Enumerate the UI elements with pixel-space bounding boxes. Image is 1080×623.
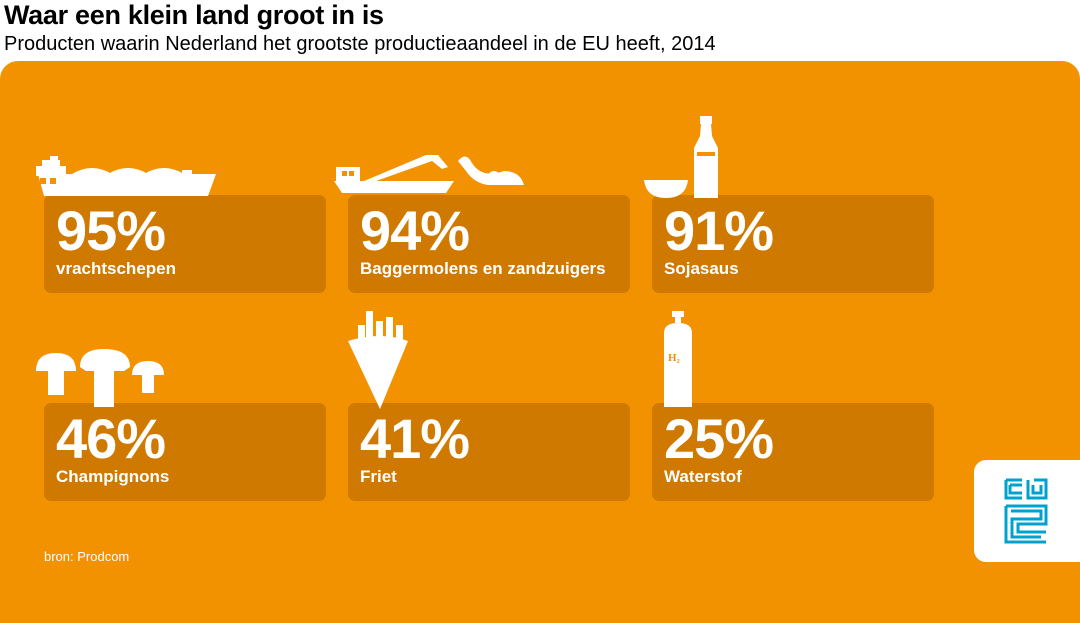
stat-card-friet: 41% Friet — [348, 403, 630, 501]
stat-label: Baggermolens en zandzuigers — [360, 259, 606, 278]
dredger-icon — [334, 155, 524, 193]
infographic-panel: 95% vrachtschepen 94% Baggermolens en za… — [0, 61, 1080, 623]
stat-value: 91% — [664, 199, 774, 262]
stat-label: Waterstof — [664, 467, 742, 486]
stat-value: 41% — [360, 407, 470, 470]
stat-card-baggermolens: 94% Baggermolens en zandzuigers — [348, 195, 630, 293]
page-title: Waar een klein land groot in is — [4, 0, 384, 30]
soy-sauce-icon — [644, 116, 718, 198]
stat-value: 94% — [360, 199, 470, 262]
stat-value: 95% — [56, 199, 166, 262]
stat-card-waterstof: 25% Waterstof — [652, 403, 934, 501]
stat-card-sojasaus: 91% Sojasaus — [652, 195, 934, 293]
stat-label: Sojasaus — [664, 259, 739, 278]
hydrogen-cylinder-icon — [664, 311, 692, 407]
source-note: bron: Prodcom — [44, 549, 130, 564]
stat-card-champignons: 46% Champignons — [44, 403, 326, 501]
stat-value: 25% — [664, 407, 774, 470]
stat-card-vrachtschepen: 95% vrachtschepen — [44, 195, 326, 293]
page-subtitle: Producten waarin Nederland het grootste … — [4, 33, 716, 55]
hydrogen-symbol: H₂ — [668, 352, 680, 364]
mushrooms-icon — [36, 349, 164, 407]
stat-value: 46% — [56, 407, 166, 470]
fries-icon — [348, 311, 408, 409]
stat-label: Champignons — [56, 467, 170, 486]
cargo-ship-icon — [36, 156, 216, 196]
cbs-logo — [974, 460, 1080, 562]
stat-label: vrachtschepen — [56, 259, 176, 278]
stat-label: Friet — [360, 467, 397, 486]
cbs-logo-icon — [1004, 478, 1048, 544]
